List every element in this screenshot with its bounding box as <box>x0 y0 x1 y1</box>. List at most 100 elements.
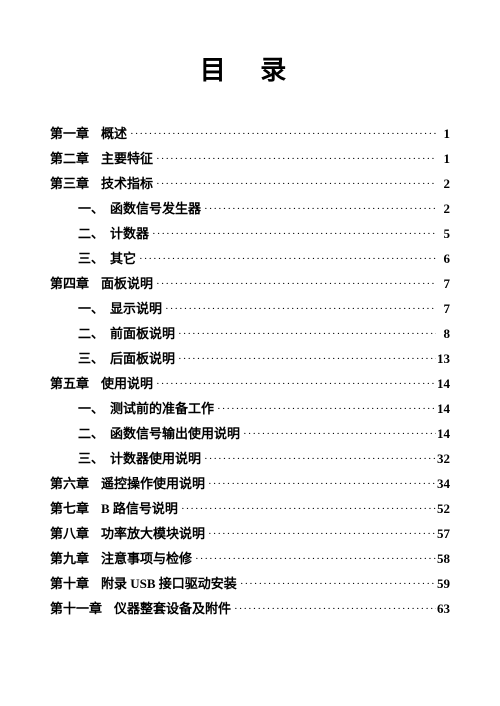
toc-entry-label: 一、测试前的准备工作 <box>78 402 214 415</box>
toc-entry-title: 功率放大模块说明 <box>101 526 205 541</box>
toc-subsection-number: 三、 <box>78 252 104 265</box>
toc-entry-page: 1 <box>436 127 450 140</box>
toc-list: 第一章概述···································… <box>50 127 450 616</box>
toc-leader-dots: ········································… <box>153 179 436 190</box>
toc-entry-page: 5 <box>436 227 450 240</box>
toc-entry-page: 34 <box>436 477 450 490</box>
toc-subsection-number: 一、 <box>78 202 104 215</box>
toc-entry-page: 13 <box>436 352 450 365</box>
toc-entry-page: 59 <box>436 577 450 590</box>
toc-leader-dots: ········································… <box>153 154 436 165</box>
toc-entry-title: 仪器整套设备及附件 <box>114 601 231 616</box>
toc-entry-label: 第八章功率放大模块说明 <box>50 527 205 540</box>
toc-entry: 三、其它····································… <box>50 252 450 266</box>
toc-entry: 三、后面板说明·································… <box>50 352 450 366</box>
toc-entry-label: 一、显示说明 <box>78 302 162 315</box>
toc-entry-title: B 路信号说明 <box>101 501 178 516</box>
toc-entry-title: 函数信号发生器 <box>110 201 201 216</box>
toc-chapter-number: 第十章 <box>50 577 89 590</box>
toc-entry-label: 三、计数器使用说明 <box>78 452 201 465</box>
toc-leader-dots: ········································… <box>149 229 436 240</box>
toc-entry: 第六章遥控操作使用说明·····························… <box>50 477 450 491</box>
toc-entry-label: 二、前面板说明 <box>78 327 175 340</box>
toc-entry-label: 第三章技术指标 <box>50 177 153 190</box>
toc-chapter-number: 第一章 <box>50 127 89 140</box>
toc-entry-label: 第十一章仪器整套设备及附件 <box>50 602 231 615</box>
toc-entry-label: 二、计数器 <box>78 227 149 240</box>
toc-entry-title: 其它 <box>110 251 136 266</box>
toc-leader-dots: ········································… <box>178 504 436 515</box>
toc-entry-page: 7 <box>436 277 450 290</box>
toc-page: 目 录 第一章概述·······························… <box>0 0 500 667</box>
toc-entry-label: 三、后面板说明 <box>78 352 175 365</box>
toc-entry-label: 第二章主要特征 <box>50 152 153 165</box>
toc-chapter-number: 第四章 <box>50 277 89 290</box>
toc-subsection-number: 三、 <box>78 452 104 465</box>
toc-chapter-number: 第五章 <box>50 377 89 390</box>
toc-entry-label: 第五章使用说明 <box>50 377 153 390</box>
toc-entry: 第四章面板说明·································… <box>50 277 450 291</box>
toc-entry-title: 主要特征 <box>101 151 153 166</box>
toc-leader-dots: ········································… <box>192 554 436 565</box>
toc-entry: 一、显示说明··································… <box>50 302 450 316</box>
toc-entry-title: 前面板说明 <box>110 326 175 341</box>
toc-entry-label: 第四章面板说明 <box>50 277 153 290</box>
toc-leader-dots: ········································… <box>127 129 436 140</box>
toc-leader-dots: ········································… <box>205 529 436 540</box>
toc-entry: 三、计数器使用说明·······························… <box>50 452 450 466</box>
toc-entry: 第十章附录 USB 接口驱动安装························… <box>50 577 450 591</box>
toc-leader-dots: ········································… <box>214 404 436 415</box>
toc-entry-title: 技术指标 <box>101 176 153 191</box>
toc-entry: 一、测试前的准备工作······························… <box>50 402 450 416</box>
toc-entry: 二、计数器···································… <box>50 227 450 241</box>
toc-entry-title: 面板说明 <box>101 276 153 291</box>
toc-chapter-number: 第十一章 <box>50 602 102 615</box>
toc-entry-title: 附录 USB 接口驱动安装 <box>101 576 237 591</box>
toc-leader-dots: ········································… <box>201 204 436 215</box>
toc-entry-title: 计数器 <box>110 226 149 241</box>
toc-entry-label: 一、函数信号发生器 <box>78 202 201 215</box>
toc-leader-dots: ········································… <box>205 479 436 490</box>
toc-entry-page: 14 <box>436 402 450 415</box>
toc-entry: 第一章概述···································… <box>50 127 450 141</box>
toc-leader-dots: ········································… <box>162 304 436 315</box>
toc-entry-label: 二、函数信号输出使用说明 <box>78 427 240 440</box>
toc-subsection-number: 一、 <box>78 402 104 415</box>
toc-entry-page: 8 <box>436 327 450 340</box>
toc-leader-dots: ········································… <box>231 604 436 615</box>
toc-entry-page: 2 <box>436 177 450 190</box>
toc-entry-page: 14 <box>436 427 450 440</box>
toc-entry-page: 58 <box>436 552 450 565</box>
toc-chapter-number: 第八章 <box>50 527 89 540</box>
toc-entry: 第十一章仪器整套设备及附件···························… <box>50 602 450 616</box>
toc-entry: 一、函数信号发生器·······························… <box>50 202 450 216</box>
toc-entry-label: 三、其它 <box>78 252 136 265</box>
toc-entry-page: 2 <box>436 202 450 215</box>
toc-title: 目 录 <box>50 50 450 87</box>
toc-entry-title: 概述 <box>101 126 127 141</box>
toc-leader-dots: ········································… <box>175 354 436 365</box>
toc-entry-title: 遥控操作使用说明 <box>101 476 205 491</box>
toc-leader-dots: ········································… <box>153 379 436 390</box>
toc-subsection-number: 三、 <box>78 352 104 365</box>
toc-subsection-number: 二、 <box>78 427 104 440</box>
toc-entry: 二、函数信号输出使用说明····························… <box>50 427 450 441</box>
toc-entry-label: 第十章附录 USB 接口驱动安装 <box>50 577 237 590</box>
toc-entry-page: 6 <box>436 252 450 265</box>
toc-entry-title: 函数信号输出使用说明 <box>110 426 240 441</box>
toc-entry-page: 7 <box>436 302 450 315</box>
toc-entry: 第二章主要特征·································… <box>50 152 450 166</box>
toc-entry-page: 32 <box>436 452 450 465</box>
toc-chapter-number: 第九章 <box>50 552 89 565</box>
toc-subsection-number: 一、 <box>78 302 104 315</box>
toc-entry-label: 第九章注意事项与检修 <box>50 552 192 565</box>
toc-entry-label: 第六章遥控操作使用说明 <box>50 477 205 490</box>
toc-leader-dots: ········································… <box>237 579 436 590</box>
toc-entry-page: 14 <box>436 377 450 390</box>
toc-entry-title: 使用说明 <box>101 376 153 391</box>
toc-chapter-number: 第二章 <box>50 152 89 165</box>
toc-entry-page: 63 <box>436 602 450 615</box>
toc-entry: 第七章B 路信号说明······························… <box>50 502 450 516</box>
toc-leader-dots: ········································… <box>175 329 436 340</box>
toc-entry-label: 第一章概述 <box>50 127 127 140</box>
